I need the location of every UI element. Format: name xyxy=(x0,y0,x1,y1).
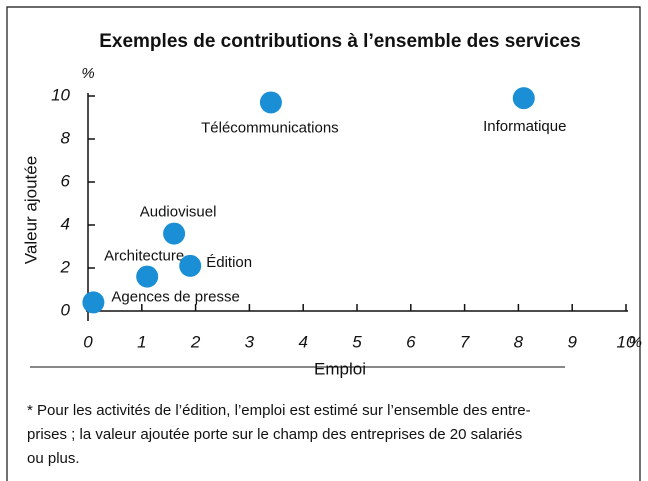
point-label: Édition xyxy=(206,254,252,271)
x-tick-label: 4 xyxy=(298,332,307,351)
point xyxy=(179,254,202,277)
x-unit: % xyxy=(629,334,642,351)
footnote-line: * Pour les activités de l’édition, l’emp… xyxy=(27,402,531,419)
x-tick-label: 6 xyxy=(406,332,416,351)
x-tick-label: 5 xyxy=(352,332,362,351)
point-label: Architecture xyxy=(104,248,184,265)
x-axis-title: Emploi xyxy=(314,359,366,378)
y-tick-label: 2 xyxy=(60,257,71,276)
x-tick-label: 2 xyxy=(190,332,201,351)
point xyxy=(136,265,159,288)
chart-title: Exemples de contributions à l’ensemble d… xyxy=(99,31,581,52)
x-tick-label: 1 xyxy=(137,332,146,351)
y-tick-label: 8 xyxy=(61,128,71,147)
point-label: Informatique xyxy=(483,118,566,135)
x-tick-label: 8 xyxy=(514,332,524,351)
x-tick-label: 7 xyxy=(460,332,470,351)
point xyxy=(512,87,535,110)
frame xyxy=(6,6,641,481)
x-tick-label: 0 xyxy=(83,332,93,351)
point-label: Agences de presse xyxy=(111,288,239,305)
point-label: Télécommunications xyxy=(201,119,339,136)
footnote-line: ou plus. xyxy=(27,450,80,467)
point xyxy=(163,222,186,245)
point xyxy=(82,291,105,314)
y-tick-label: 6 xyxy=(61,171,71,190)
x-tick-label: 9 xyxy=(567,332,577,351)
y-tick-label: 0 xyxy=(61,300,71,319)
point-label: Audiovisuel xyxy=(140,204,217,221)
footnote-line: prises ; la valeur ajoutée porte sur le … xyxy=(27,426,522,443)
point xyxy=(259,91,282,114)
y-tick-label: 10 xyxy=(51,85,70,104)
x-tick-label: 3 xyxy=(245,332,255,351)
y-unit: % xyxy=(81,65,94,82)
y-tick-label: 4 xyxy=(61,214,70,233)
x-tick-label: 10 xyxy=(617,332,636,351)
y-axis-title: Valeur ajoutée xyxy=(21,156,40,264)
